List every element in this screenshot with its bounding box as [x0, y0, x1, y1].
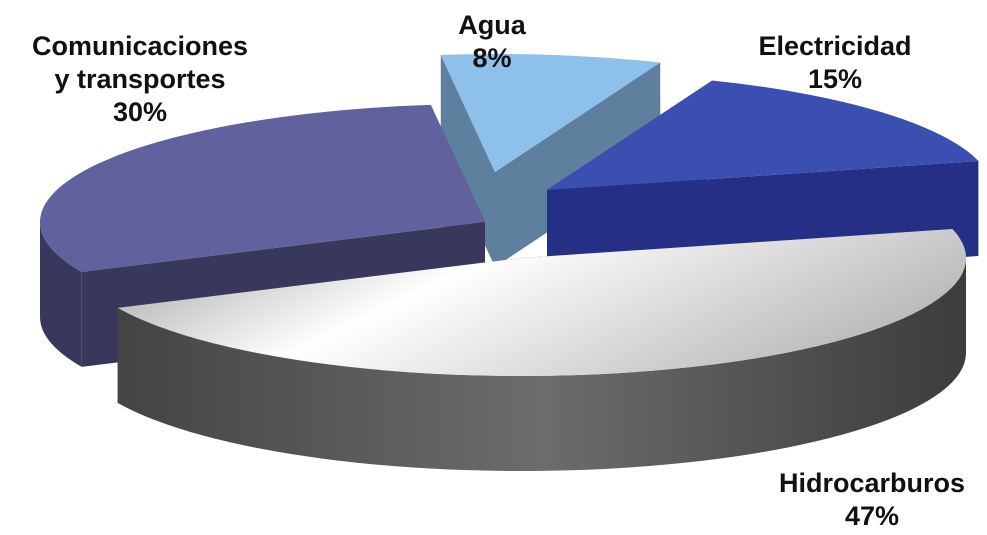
label-hidrocarburos: Hidrocarburos 47%	[779, 468, 965, 531]
label-hidrocarburos-value: 47%	[845, 501, 899, 531]
label-agua: Agua 8%	[458, 10, 526, 73]
slice-comunicaciones-y-transportes-side	[40, 222, 82, 367]
label-electricidad-value: 15%	[808, 64, 862, 94]
slice-hidrocarburos-side	[117, 258, 967, 472]
slice-hidrocarburos-top	[117, 229, 966, 376]
label-electricidad: Electricidad 15%	[758, 31, 911, 94]
slice-agua	[440, 54, 661, 268]
slice-electricidad-top	[547, 80, 979, 190]
label-comunicaciones-y-transportes: Comunicaciones y transportes 30%	[32, 31, 248, 127]
label-agua-value: 8%	[472, 43, 511, 73]
slice-agua-start-wall	[440, 54, 495, 268]
label-hidrocarburos-category: Hidrocarburos	[779, 468, 965, 498]
slice-agua-top	[440, 54, 661, 172]
label-electricidad-category: Electricidad	[758, 31, 911, 61]
label-comunicaciones-y-transportes-value: 30%	[113, 97, 167, 127]
slice-agua-end-wall	[495, 62, 661, 267]
label-comunicaciones-y-transportes-category: Comunicaciones	[32, 31, 248, 61]
slice-comunicaciones-y-transportes-top	[39, 104, 486, 272]
slice-hidrocarburos	[117, 229, 967, 472]
label-comunicaciones-y-transportes-category: y transportes	[54, 64, 225, 94]
label-agua-category: Agua	[458, 10, 526, 40]
